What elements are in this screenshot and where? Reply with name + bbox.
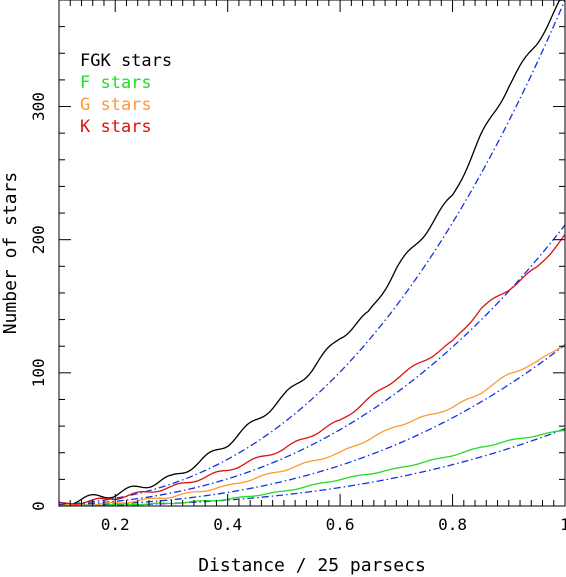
x-axis-label: Distance / 25 parsecs — [198, 555, 426, 576]
y-tick-label: 200 — [29, 225, 48, 254]
y-tick-label: 0 — [29, 501, 48, 511]
legend-entry: FGK stars — [80, 51, 172, 71]
fit-curve — [58, 428, 566, 507]
y-tick-label: 300 — [29, 92, 48, 121]
y-tick-label: 100 — [29, 358, 48, 387]
legend-entry: G stars — [80, 95, 152, 115]
series-line — [58, 343, 566, 507]
fit-curve — [58, 344, 566, 507]
legend-entry: K stars — [80, 117, 152, 137]
fit-curve — [58, 224, 566, 506]
fit-curves — [58, 0, 566, 507]
x-tick-label: 0.2 — [101, 515, 130, 534]
x-tick-label: 0.4 — [213, 515, 242, 534]
x-tick-label: 1 — [560, 515, 566, 534]
y-axis: 0 100 200 300 — [29, 26, 565, 511]
legend-entry: F stars — [80, 73, 152, 93]
series-line — [58, 0, 565, 506]
x-axis: 0.2 0.4 0.6 0.8 1 — [69, 0, 566, 534]
series-line — [58, 234, 566, 505]
x-tick-label: 0.6 — [326, 515, 355, 534]
plot-frame — [58, 0, 566, 507]
y-axis-label: Number of stars — [0, 172, 21, 335]
fit-curve — [58, 0, 566, 506]
data-series — [58, 0, 566, 507]
series-line — [59, 429, 566, 507]
x-tick-label: 0.8 — [438, 515, 467, 534]
